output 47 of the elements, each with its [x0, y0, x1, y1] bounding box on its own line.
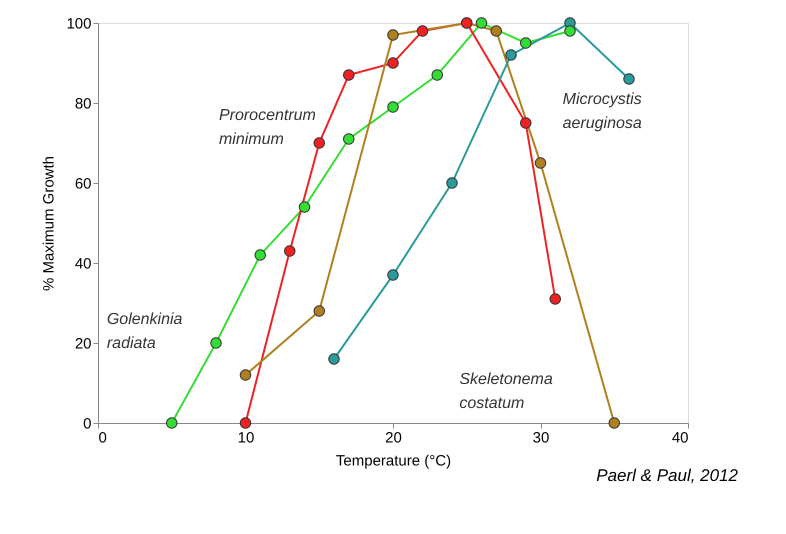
point [240, 369, 252, 381]
point [550, 293, 561, 305]
point [520, 117, 532, 129]
point [387, 57, 399, 69]
point [520, 37, 532, 49]
point [490, 25, 502, 37]
point [254, 249, 266, 261]
y-tick-label: 80 [74, 96, 92, 112]
y-tick-label: 60 [74, 176, 92, 192]
y-tick-label: 40 [74, 256, 92, 272]
point [446, 177, 458, 189]
point [564, 25, 576, 37]
point [623, 73, 635, 85]
point [298, 201, 310, 213]
point [505, 49, 517, 61]
x-axis-title: Temperature (°C) [336, 452, 452, 470]
point [284, 245, 296, 257]
point [432, 69, 443, 81]
text: Paerl & Paul, 2012 [596, 466, 739, 485]
y-tick-label: 0 [83, 416, 92, 432]
point [343, 133, 354, 145]
x-tick-label: 0 [98, 430, 107, 446]
x-tick-label: 20 [385, 430, 402, 446]
point [608, 417, 620, 429]
point [328, 353, 340, 365]
x-tick-label: 30 [532, 430, 550, 446]
x-tick-label: 40 [672, 430, 688, 446]
series-label: Microcystis aeruginosa [562, 91, 642, 132]
point [416, 25, 428, 37]
point [387, 29, 399, 41]
point [476, 17, 488, 29]
point [534, 157, 546, 169]
y-tick-label: 100 [66, 16, 92, 32]
series-label: Golenkinia radiata [106, 311, 183, 352]
point [387, 101, 399, 113]
series-label: Prorocentrum minimum [218, 107, 316, 148]
y-axis-title: % Maximum Growth [40, 156, 58, 292]
point [343, 69, 354, 81]
point [166, 417, 178, 429]
point [210, 337, 222, 349]
text: Skeletonema costatum [459, 371, 553, 412]
x-tick-label: 10 [238, 430, 254, 446]
point [387, 269, 399, 281]
y-tick-label: 20 [74, 336, 92, 352]
point [314, 305, 325, 317]
point [314, 137, 325, 149]
point [240, 417, 252, 429]
